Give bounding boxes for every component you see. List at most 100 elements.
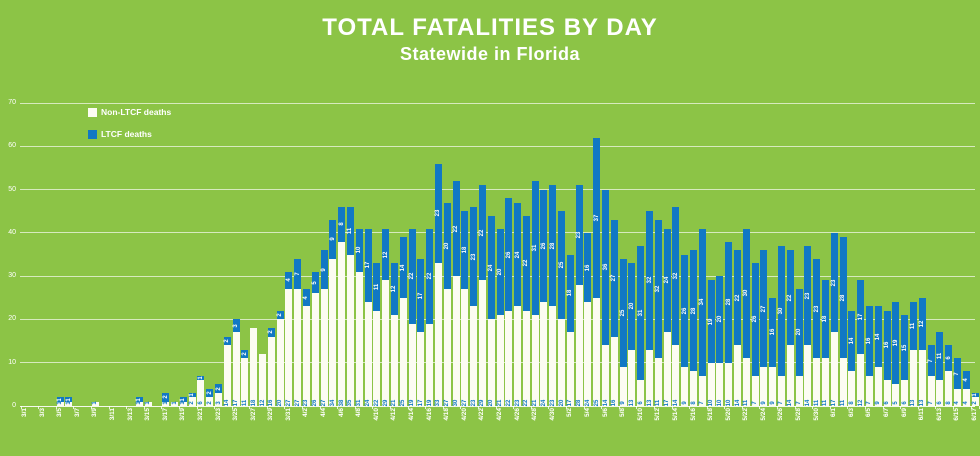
bar-4-5: 34 9 (329, 219, 337, 406)
x-axis-tick (73, 406, 75, 409)
x-axis-label: 5/12 (654, 408, 662, 421)
bar-4-1: 27 7 (294, 258, 302, 406)
bar-segment-nonltcf: 31 (355, 271, 363, 406)
ltcf-value-label: 17 (417, 292, 424, 299)
bar-6-11: 13 12 (918, 297, 926, 406)
x-axis-tick (865, 406, 867, 409)
bar-segment-ltcf: 31 (531, 180, 539, 316)
nonltcf-value-label: 6 (884, 401, 891, 405)
nonltcf-value-label: 14 (224, 399, 231, 407)
bar-4-20: 27 18 (461, 211, 469, 406)
bar-3-28: 12 (259, 354, 266, 406)
ltcf-value-label: 12 (382, 251, 389, 258)
bar-segment-ltcf: 5 (311, 271, 319, 294)
bar-segment-ltcf: 23 (830, 232, 838, 333)
bar-segment-ltcf: 32 (654, 219, 662, 359)
nonltcf-value-label: 1 (162, 401, 169, 405)
bar-segment-nonltcf: 9 (681, 367, 689, 406)
bar-segment-nonltcf: 26 (311, 293, 319, 406)
x-axis-tick (178, 406, 180, 409)
nonltcf-value-label: 20 (277, 399, 284, 407)
bar-5-3: 28 23 (575, 185, 583, 406)
nonltcf-value-label: 29 (382, 399, 389, 407)
x-axis-tick (847, 406, 849, 409)
ltcf-value-label: 5 (312, 280, 319, 285)
bar-segment-nonltcf: 8 (848, 371, 856, 406)
ltcf-value-label: 2 (206, 391, 213, 395)
ltcf-value-label: 25 (620, 309, 627, 317)
ltcf-value-label: 11 (910, 322, 917, 330)
bar-segment-nonltcf: 22 (522, 310, 530, 406)
x-axis-label: 6/9 (900, 408, 908, 418)
bar-segment-nonltcf: 2 (206, 397, 214, 406)
bar-segment-ltcf: 16 (883, 310, 891, 381)
bar-segment-nonltcf: 24 (584, 302, 592, 406)
ltcf-value-label: 2 (224, 339, 231, 343)
ltcf-value-label: 10 (356, 246, 363, 254)
x-axis-tick (794, 406, 796, 409)
bar-segment-ltcf: 18 (821, 280, 829, 359)
bar-segment-ltcf: 20 (496, 228, 504, 316)
bar-segment-nonltcf: 1 (56, 401, 64, 406)
bar-segment-ltcf: 1 (65, 397, 73, 402)
x-axis-tick (231, 406, 233, 409)
bar-segment-ltcf: 12 (390, 263, 398, 316)
bar-6-9: 6 15 (901, 315, 909, 406)
bar-segment-nonltcf: 6 (637, 380, 645, 406)
legend-label-non-ltcf: Non-LTCF deaths (101, 107, 172, 117)
bar-segment-ltcf: 22 (452, 180, 460, 277)
bar-segment-nonltcf: 9 (874, 367, 882, 406)
bar-segment-ltcf: 11 (346, 206, 354, 255)
bar-segment-ltcf: 17 (417, 258, 425, 333)
nonltcf-value-label: 38 (338, 399, 345, 407)
bar-5-9: 13 20 (628, 263, 636, 406)
bar-6-2: 11 28 (839, 237, 847, 406)
nonltcf-value-label: 23 (303, 399, 310, 407)
bar-segment-nonltcf: 8 (945, 371, 953, 406)
bar-segment-ltcf: 14 (874, 306, 882, 368)
bar-4-24: 21 20 (496, 228, 504, 406)
x-axis-label: 3/5 (56, 408, 64, 418)
bar-5-4: 24 16 (584, 232, 592, 406)
ltcf-value-label: 8 (338, 222, 345, 226)
bar-4-29: 24 26 (540, 189, 548, 406)
ltcf-value-label: 26 (752, 316, 759, 323)
bar-segment-ltcf: 23 (575, 185, 583, 285)
ltcf-swatch-icon (88, 129, 97, 139)
ltcf-value-label: 2 (268, 330, 275, 335)
bar-3-9: 1 (91, 401, 99, 406)
bar-segment-nonltcf: 14 (734, 345, 741, 406)
nonltcf-value-label: 13 (646, 399, 653, 407)
bar-4-19: 30 22 (452, 180, 460, 406)
x-axis-label: 4/6 (337, 408, 345, 418)
bar-segment-ltcf: 20 (443, 202, 451, 290)
ltcf-value-label: 19 (708, 318, 715, 325)
nonltcf-value-label: 6 (936, 401, 943, 405)
bar-6-1: 17 23 (830, 232, 838, 406)
bar-3-24: 14 2 (223, 336, 231, 407)
bar-4-22: 29 22 (478, 185, 486, 406)
nonltcf-value-label: 25 (400, 399, 407, 407)
bar-segment-nonltcf: 4 (953, 388, 961, 406)
ltcf-value-label: 25 (558, 261, 565, 269)
bar-segment-nonltcf: 20 (558, 319, 566, 406)
bar-segment-nonltcf: 23 (514, 306, 522, 406)
bar-segment-ltcf: 22 (522, 215, 530, 311)
nonltcf-value-label: 2 (972, 401, 978, 405)
legend-label-ltcf: LTCF deaths (101, 129, 152, 139)
ltcf-value-label: 16 (884, 342, 891, 349)
x-axis-tick (478, 406, 479, 409)
bar-4-18: 27 20 (443, 202, 451, 406)
bar-6-3: 8 14 (848, 310, 856, 406)
bar-segment-nonltcf: 22 (505, 310, 513, 406)
ltcf-value-label: 18 (822, 316, 829, 323)
bar-segment-nonltcf: 29 (478, 280, 486, 406)
x-axis-label: 4/22 (478, 408, 486, 421)
ltcf-value-label: 1 (972, 393, 978, 397)
x-axis-label: 3/19 (179, 408, 187, 421)
bar-segment-ltcf: 28 (549, 185, 557, 307)
bar-segment-ltcf: 23 (470, 206, 478, 307)
x-axis-tick (266, 406, 268, 409)
bar-segment-nonltcf: 24 (540, 302, 548, 406)
x-axis-label: 5/18 (707, 408, 715, 421)
